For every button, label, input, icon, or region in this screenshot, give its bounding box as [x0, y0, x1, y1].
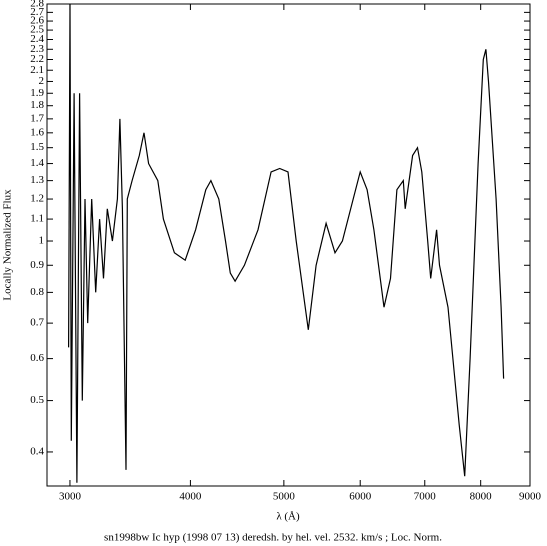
y-tick-label: 0.6	[30, 352, 44, 364]
x-tick-label: 4000	[179, 491, 202, 503]
plot-frame	[46, 3, 531, 487]
x-tick-label: 6000	[349, 491, 372, 503]
y-tick-label: 2.3	[30, 43, 44, 55]
x-tick-label: 7000	[414, 491, 437, 503]
y-tick-label: 1.8	[30, 99, 44, 111]
y-tick-label: 2.6	[30, 15, 44, 27]
y-tick-label: 2.7	[30, 6, 44, 18]
y-tick-label: 1.2	[30, 193, 44, 205]
y-tick-label: 0.4	[30, 445, 44, 457]
y-tick-label: 2.4	[30, 33, 44, 45]
y-tick-label: 0.7	[30, 317, 44, 329]
y-tick-label: 2.1	[30, 64, 44, 76]
x-tick-label: 5000	[273, 491, 296, 503]
y-tick-label: 1.1	[30, 213, 44, 225]
x-tick-label: 9000	[519, 491, 542, 503]
y-tick-label: 0.5	[30, 394, 44, 406]
y-tick-label: 2.8	[30, 0, 44, 10]
y-tick-label: 1	[39, 235, 45, 247]
y-tick-label: 1.4	[30, 157, 44, 169]
x-tick-label: 3000	[59, 491, 82, 503]
y-tick-label: 2	[39, 75, 45, 87]
x-axis-label: λ (Å)	[276, 511, 300, 523]
y-tick-label: 2.2	[30, 53, 44, 65]
y-tick-label: 1.9	[30, 87, 44, 99]
caption: sn1998bw Ic hyp (1998 07 13) deredsh. by…	[104, 532, 442, 544]
y-tick-label: 1.6	[30, 126, 44, 138]
y-tick-label: 2.5	[30, 24, 44, 36]
y-tick-label: 1.7	[30, 112, 44, 124]
y-axis-label: Locally Normalized Flux	[2, 189, 14, 301]
y-tick-label: 0.8	[30, 286, 44, 298]
y-tick-label: 1.5	[30, 141, 44, 153]
y-tick-label: 0.9	[30, 259, 44, 271]
y-tick-label: 1.3	[30, 174, 44, 186]
spectrum-line	[68, 3, 505, 483]
x-tick-label: 8000	[470, 491, 493, 503]
